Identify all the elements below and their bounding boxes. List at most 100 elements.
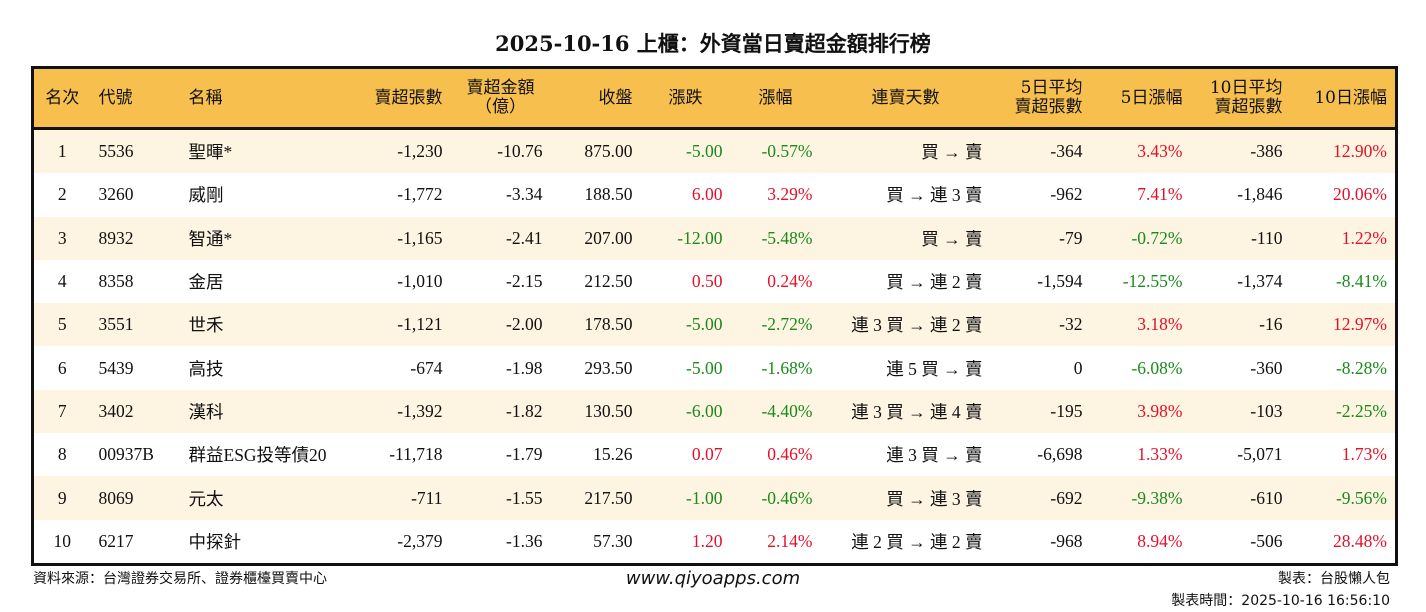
cell-name: 中探針: [188, 531, 242, 552]
cell-pct5: 3.43%: [1137, 141, 1183, 162]
header-change: 漲跌: [640, 67, 731, 130]
cell-net-sell-amount: -2.00: [506, 314, 543, 335]
cell-change: 6.00: [691, 184, 723, 205]
cell-change-pct: -1.68%: [761, 357, 813, 378]
cell-avg10-sell: -103: [1250, 400, 1283, 421]
website-link[interactable]: www.qiyoapps.com: [625, 568, 801, 589]
cell-rank: 9: [57, 487, 67, 508]
cell-code: 5536: [98, 141, 134, 162]
cell-code: 8932: [98, 227, 134, 248]
cell-streak: 買 → 連 2 賣: [886, 272, 983, 293]
cell-name: 世禾: [188, 315, 224, 336]
cell-pct10: -8.41%: [1335, 271, 1387, 292]
cell-change-pct: 0.24%: [767, 271, 813, 292]
cell-net-sell-shares: -1,121: [397, 314, 443, 335]
cell-pct10: 28.48%: [1333, 530, 1387, 551]
cell-change-pct: 3.29%: [767, 184, 813, 205]
cell-close: 188.50: [584, 184, 633, 205]
header-avg10-sell: 10日平均 賣超張數: [1190, 67, 1291, 130]
cell-net-sell-amount: -2.15: [506, 271, 543, 292]
table-row: 7 3402 漢科 -1,392 -1.82 130.50 -6.00 -4.40% 連 3 買…: [32, 389, 1397, 434]
cell-code: 00937B: [98, 444, 154, 465]
cell-pct10: 12.90%: [1333, 141, 1387, 162]
cell-avg5-sell: -692: [1050, 487, 1083, 508]
cell-avg10-sell: -110: [1251, 227, 1283, 248]
header-avg5-sell: 5日平均 賣超張數: [990, 67, 1091, 130]
cell-pct5: -6.08%: [1131, 357, 1183, 378]
cell-avg10-sell: -386: [1250, 141, 1283, 162]
cell-close: 178.50: [584, 314, 633, 335]
maker-note: 製表：台股懶人包: [1278, 571, 1390, 587]
cell-name: 元太: [188, 488, 224, 509]
table-row: 10 6217 中探針 -2,379 -1.36 57.30 1.20 2.14% 連 2 買 …: [33, 520, 1397, 565]
cell-rank: 2: [57, 184, 67, 205]
cell-name: 威剛: [188, 185, 224, 206]
cell-net-sell-shares: -711: [411, 487, 443, 508]
cell-code: 8069: [98, 487, 134, 508]
cell-streak: 買 → 連 3 賣: [886, 488, 983, 509]
cell-pct5: -9.38%: [1131, 487, 1183, 508]
cell-name: 金居: [188, 272, 224, 293]
cell-streak: 連 3 買 → 連 2 賣: [851, 315, 983, 336]
cell-avg10-sell: -610: [1250, 487, 1283, 508]
cell-pct10: -2.25%: [1335, 400, 1387, 421]
cell-net-sell-amount: -1.55: [506, 487, 543, 508]
cell-pct10: 1.73%: [1341, 444, 1387, 465]
cell-net-sell-shares: -1,165: [397, 227, 443, 248]
timestamp: 製表時間：2025-10-16 16:56:10: [1171, 593, 1390, 609]
cell-change-pct: -0.57%: [761, 141, 813, 162]
header-pct5: 5日漲幅: [1090, 67, 1191, 130]
cell-change: -6.00: [686, 400, 723, 421]
cell-change-pct: 2.14%: [767, 530, 813, 551]
cell-streak: 買 → 賣: [921, 228, 983, 249]
cell-change: -5.00: [686, 357, 723, 378]
cell-change: -5.00: [686, 141, 723, 162]
cell-avg5-sell: -1,594: [1037, 271, 1083, 292]
header-net-sell-amount: 賣超金額 （億）: [450, 67, 551, 130]
cell-pct10: 1.22%: [1341, 227, 1387, 248]
cell-streak: 買 → 賣: [921, 142, 983, 163]
header-rank: 名次: [32, 67, 91, 130]
cell-net-sell-amount: -3.34: [506, 184, 543, 205]
table-row: 4 8358 金居 -1,010 -2.15 212.50 0.50 0.24% 買 → 連 2…: [33, 260, 1397, 303]
cell-net-sell-shares: -2,379: [397, 530, 443, 551]
cell-rank: 8: [57, 444, 67, 465]
cell-change: 1.20: [691, 530, 723, 551]
cell-streak: 連 2 買 → 連 2 賣: [851, 531, 983, 552]
cell-change: 0.50: [691, 271, 723, 292]
header-code: 代號: [90, 67, 181, 130]
cell-avg5-sell: -79: [1059, 227, 1083, 248]
cell-pct5: 8.94%: [1137, 530, 1183, 551]
table-row: 8 00937B 群益ESG投等債20 -11,718 -1.79 15.26 0.07 0.…: [33, 433, 1397, 476]
cell-code: 8358: [98, 271, 134, 292]
cell-net-sell-shares: -1,230: [397, 141, 443, 162]
cell-avg5-sell: -364: [1050, 141, 1083, 162]
cell-name: 聖暉*: [188, 142, 233, 163]
cell-pct10: 12.97%: [1333, 314, 1387, 335]
cell-change: -1.00: [686, 487, 723, 508]
cell-net-sell-shares: -1,772: [397, 184, 443, 205]
table-row: 6 5439 高技 -674 -1.98 293.50 -5.00 -1.68% 連 5 買 →…: [33, 346, 1397, 389]
cell-net-sell-amount: -1.82: [506, 400, 543, 421]
cell-rank: 4: [57, 271, 67, 292]
cell-close: 207.00: [584, 227, 633, 248]
cell-net-sell-amount: -2.41: [506, 227, 543, 248]
cell-close: 212.50: [584, 271, 633, 292]
table-row: 5 3551 世禾 -1,121 -2.00 178.50 -5.00 -2.72% 連 3 買…: [32, 303, 1397, 347]
cell-name: 漢科: [188, 401, 224, 422]
cell-pct10: -8.28%: [1335, 357, 1387, 378]
cell-net-sell-amount: -1.36: [506, 530, 543, 551]
cell-close: 130.50: [584, 400, 633, 421]
cell-pct5: -12.55%: [1122, 271, 1183, 292]
header-close: 收盤: [550, 67, 641, 130]
cell-net-sell-shares: -674: [410, 357, 443, 378]
cell-rank: 6: [57, 357, 67, 378]
header-streak: 連賣天數: [820, 67, 991, 130]
cell-streak: 連 5 買 → 賣: [886, 358, 983, 379]
cell-close: 875.00: [584, 141, 633, 162]
cell-change-pct: 0.46%: [767, 444, 813, 465]
cell-net-sell-amount: -1.98: [506, 357, 543, 378]
cell-pct5: 7.41%: [1137, 184, 1183, 205]
cell-net-sell-amount: -10.76: [497, 141, 543, 162]
cell-change: -5.00: [686, 314, 723, 335]
